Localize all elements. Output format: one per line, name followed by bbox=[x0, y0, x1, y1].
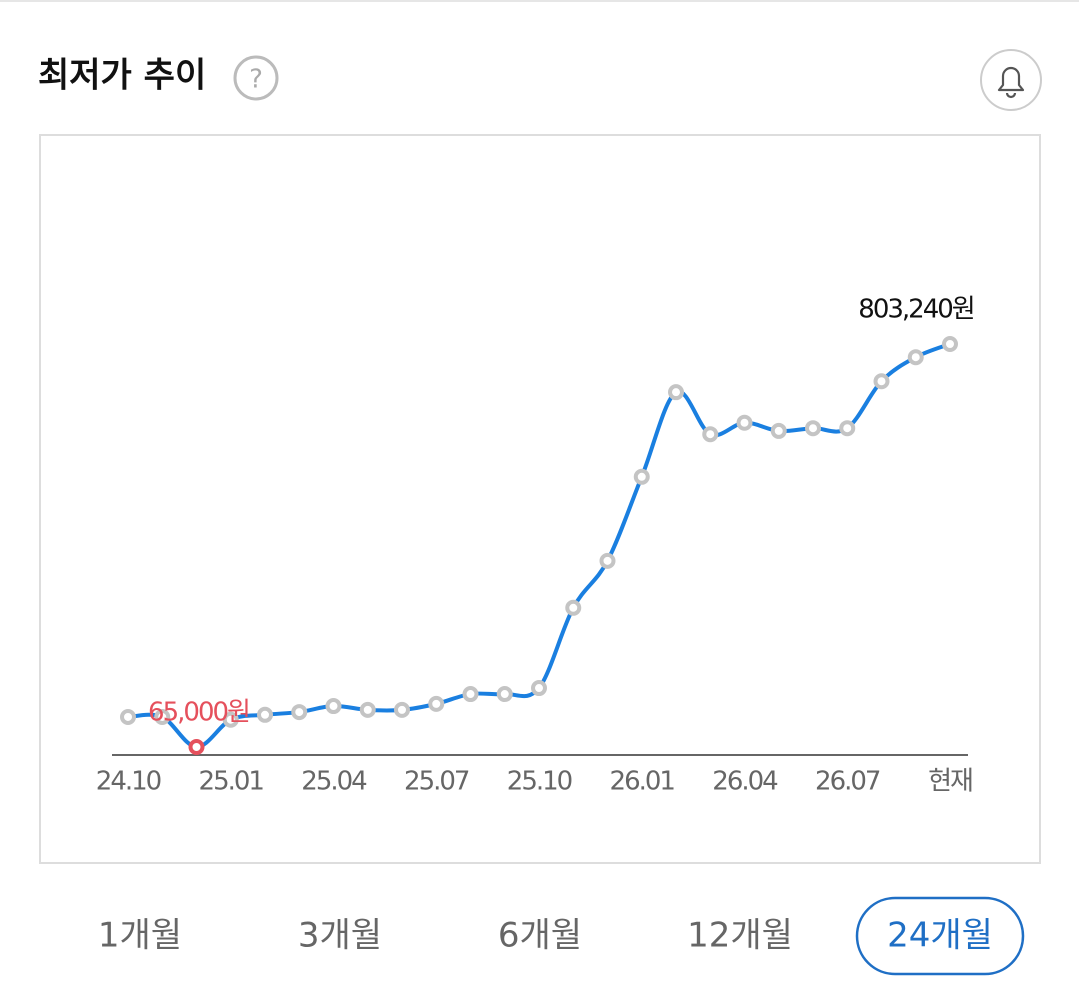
marker bbox=[633, 468, 650, 485]
marker bbox=[565, 599, 582, 616]
help-icon: ? bbox=[249, 65, 263, 95]
marker bbox=[462, 686, 479, 703]
tab-label: 3개월 bbox=[298, 916, 382, 956]
marker bbox=[770, 422, 787, 439]
bell-icon bbox=[997, 66, 1025, 99]
x-tick-label: 25.07 bbox=[404, 767, 469, 797]
marker bbox=[599, 552, 616, 569]
marker bbox=[531, 680, 547, 697]
marker bbox=[805, 420, 821, 437]
tab-label: 6개월 bbox=[498, 916, 582, 956]
marker bbox=[496, 686, 513, 703]
marker bbox=[154, 708, 171, 725]
marker bbox=[839, 420, 856, 437]
marker bbox=[257, 706, 273, 723]
period-tab[interactable]: 1개월 bbox=[98, 916, 182, 956]
x-tick-label: 26.07 bbox=[815, 767, 880, 797]
x-tick-label: 26.01 bbox=[610, 767, 675, 797]
period-tab[interactable]: 6개월 bbox=[498, 916, 582, 956]
marker bbox=[120, 708, 136, 725]
min-price-label: 65,000원 bbox=[148, 698, 249, 728]
marker bbox=[291, 704, 308, 721]
x-tick-label: 26.04 bbox=[712, 767, 778, 797]
marker bbox=[702, 426, 719, 443]
marker bbox=[942, 336, 958, 352]
marker bbox=[222, 711, 239, 728]
marker bbox=[359, 701, 376, 718]
x-tick-label: 25.10 bbox=[507, 767, 572, 797]
min-marker bbox=[188, 739, 205, 755]
chart: 24.10 25.01 25.04 25.07 25.10 26.01 26.04 26.07… bbox=[96, 295, 976, 797]
period-tab[interactable]: 12개월 bbox=[687, 916, 793, 956]
x-tick-label: 25.04 bbox=[301, 767, 367, 797]
help-button[interactable]: ? bbox=[233, 55, 279, 101]
marker bbox=[325, 698, 342, 715]
title: 최저가 추이 bbox=[38, 56, 206, 96]
max-price-label: 803,240원 bbox=[858, 295, 974, 325]
marker bbox=[873, 373, 890, 390]
selected-tab-outline bbox=[855, 896, 1025, 976]
period-tab[interactable]: 24개월 bbox=[855, 896, 1025, 976]
x-tick-label: 24.10 bbox=[96, 767, 161, 797]
marker bbox=[907, 349, 924, 366]
tab-label: 12개월 bbox=[687, 916, 793, 956]
alert-button[interactable] bbox=[980, 49, 1042, 111]
marker bbox=[428, 695, 445, 712]
bell-circle bbox=[980, 49, 1042, 111]
chart-frame bbox=[39, 134, 1041, 864]
marker bbox=[668, 384, 684, 401]
marker bbox=[736, 414, 753, 431]
tab-label: 1개월 bbox=[98, 916, 182, 956]
tab-label: 24개월 bbox=[887, 916, 993, 956]
tabs: 1개월 3개월 6개월 12개월 24개월 bbox=[98, 896, 1025, 976]
period-tab[interactable]: 3개월 bbox=[298, 916, 382, 956]
x-tick-label: 현재 bbox=[928, 767, 972, 797]
marker bbox=[394, 701, 410, 718]
x-tick-label: 25.01 bbox=[199, 767, 264, 797]
help-circle bbox=[233, 55, 279, 101]
